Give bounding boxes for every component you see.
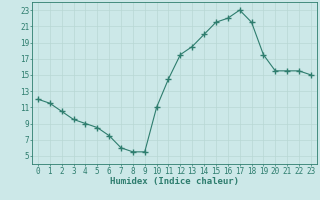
X-axis label: Humidex (Indice chaleur): Humidex (Indice chaleur)	[110, 177, 239, 186]
